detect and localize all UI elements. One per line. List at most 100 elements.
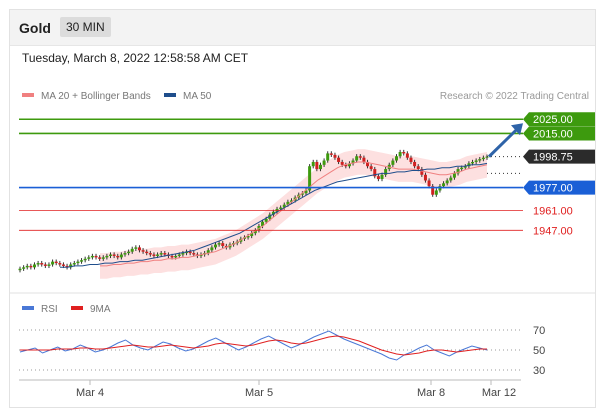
rsi-tick-label: 50 xyxy=(533,345,545,357)
candle-body xyxy=(315,161,319,170)
ma20-legend-label: MA 20 + Bollinger Bands xyxy=(41,91,151,102)
candle-body xyxy=(25,265,29,268)
candle-body xyxy=(442,183,446,187)
candle-body xyxy=(177,254,181,256)
candle-body xyxy=(250,233,254,237)
candle-body xyxy=(318,164,322,170)
candle-body xyxy=(405,153,409,158)
candle-body xyxy=(311,161,315,167)
candle-body xyxy=(69,264,73,268)
candle-body xyxy=(326,153,330,161)
candle-body xyxy=(18,268,22,271)
candle-body xyxy=(58,263,62,265)
candle-body xyxy=(333,154,337,158)
candle-body xyxy=(413,161,417,167)
candle-body xyxy=(434,190,438,195)
candle-body xyxy=(137,247,141,251)
resistance-tag xyxy=(523,126,595,141)
candle-body xyxy=(40,263,44,265)
candle-body xyxy=(116,255,120,258)
candle-body xyxy=(402,151,406,154)
candle-body xyxy=(188,251,192,254)
candle-body xyxy=(467,163,471,167)
candle-body xyxy=(344,164,348,167)
candle-body xyxy=(43,264,47,266)
ma20-line xyxy=(100,161,488,267)
candle-body xyxy=(394,156,398,161)
candle-body xyxy=(282,204,286,208)
candle-body xyxy=(471,161,475,164)
candle-body xyxy=(156,254,160,256)
candle-body xyxy=(163,253,167,255)
chart-card: Gold 30 MIN Tuesday, March 8, 2022 12:58… xyxy=(9,9,596,408)
pivot-label: 1977.00 xyxy=(533,183,573,195)
candle-body xyxy=(398,151,402,157)
instrument-title: Gold xyxy=(19,20,51,36)
candle-body xyxy=(174,255,178,258)
candle-body xyxy=(271,211,275,215)
ma9-legend-label: 9MA xyxy=(90,304,111,315)
candle-body xyxy=(217,243,221,245)
candle-body xyxy=(87,257,91,259)
candle-body xyxy=(478,159,482,161)
bollinger-band xyxy=(100,149,487,279)
candle-body xyxy=(141,250,145,252)
candle-body xyxy=(80,260,84,262)
x-tick-label: Mar 5 xyxy=(245,387,273,399)
price-plot: 2025.00 2015.00 1998.75 1977.00 1961.00 1947.… xyxy=(18,112,595,279)
candle-body xyxy=(474,160,478,162)
ma20-legend-swatch xyxy=(22,93,34,97)
resistance-label: 2015.00 xyxy=(533,128,573,140)
candle-body xyxy=(340,161,344,165)
candle-body xyxy=(159,253,163,255)
candle-body xyxy=(286,201,290,205)
candle-body xyxy=(337,157,341,162)
candle-body xyxy=(127,251,131,254)
last-price-label: 1998.75 xyxy=(533,152,573,164)
candle-body xyxy=(185,251,189,254)
last-price-tag xyxy=(523,149,595,164)
candle-body xyxy=(101,257,105,259)
candle-body xyxy=(362,157,366,162)
candle-body xyxy=(65,265,69,268)
candle-body xyxy=(213,244,217,248)
candle-body xyxy=(36,263,40,265)
candle-body xyxy=(112,254,116,256)
period-badge[interactable]: 30 MIN xyxy=(60,17,111,37)
candle-body xyxy=(376,176,380,180)
candle-body xyxy=(72,263,76,265)
ma50-line xyxy=(60,162,488,268)
candle-body xyxy=(109,254,113,256)
candle-body xyxy=(347,163,351,167)
candle-body xyxy=(355,156,359,161)
candle-body xyxy=(47,264,51,266)
candle-body xyxy=(423,174,427,181)
candle-body xyxy=(456,169,460,174)
candle-body xyxy=(308,166,312,191)
candle-body xyxy=(192,253,196,255)
candle-body xyxy=(253,230,257,234)
pivot-tag xyxy=(523,180,595,195)
candle-body xyxy=(452,173,456,178)
candle-body xyxy=(431,186,435,195)
candle-body xyxy=(134,247,138,249)
candle-body xyxy=(290,200,294,202)
candle-body xyxy=(61,264,65,266)
candle-body xyxy=(32,264,36,268)
candle-body xyxy=(420,169,424,175)
candle-body xyxy=(22,267,26,269)
candle-body xyxy=(322,160,326,165)
candle-body xyxy=(246,236,250,238)
candle-body xyxy=(210,247,214,251)
candle-body xyxy=(123,253,127,255)
timestamp: Tuesday, March 8, 2022 12:58:58 AM CET xyxy=(22,51,249,65)
ma9-line xyxy=(20,335,487,356)
rsi-tick-label: 30 xyxy=(533,365,545,377)
rsi-legend-swatch xyxy=(22,306,34,310)
candle-body xyxy=(391,160,395,165)
candle-body xyxy=(268,214,272,219)
forecast-arrow-shaft xyxy=(487,128,519,158)
candle-body xyxy=(145,251,149,254)
support-label: 1947.00 xyxy=(533,225,573,237)
